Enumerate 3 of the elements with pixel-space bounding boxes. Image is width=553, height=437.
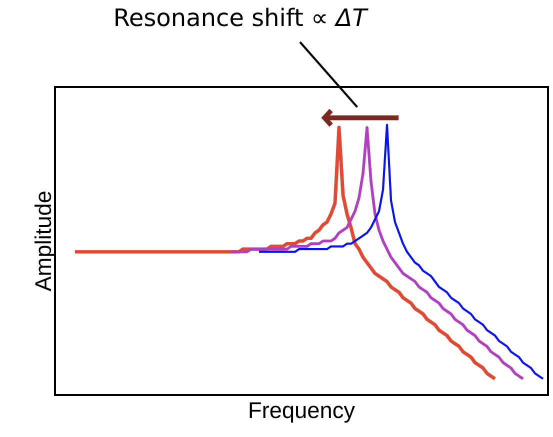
y-axis-title: Amplitude bbox=[34, 192, 56, 292]
x-axis-title: Frequency bbox=[250, 402, 355, 423]
chart-title: Resonance shift ∝ ΔT bbox=[116, 8, 368, 26]
